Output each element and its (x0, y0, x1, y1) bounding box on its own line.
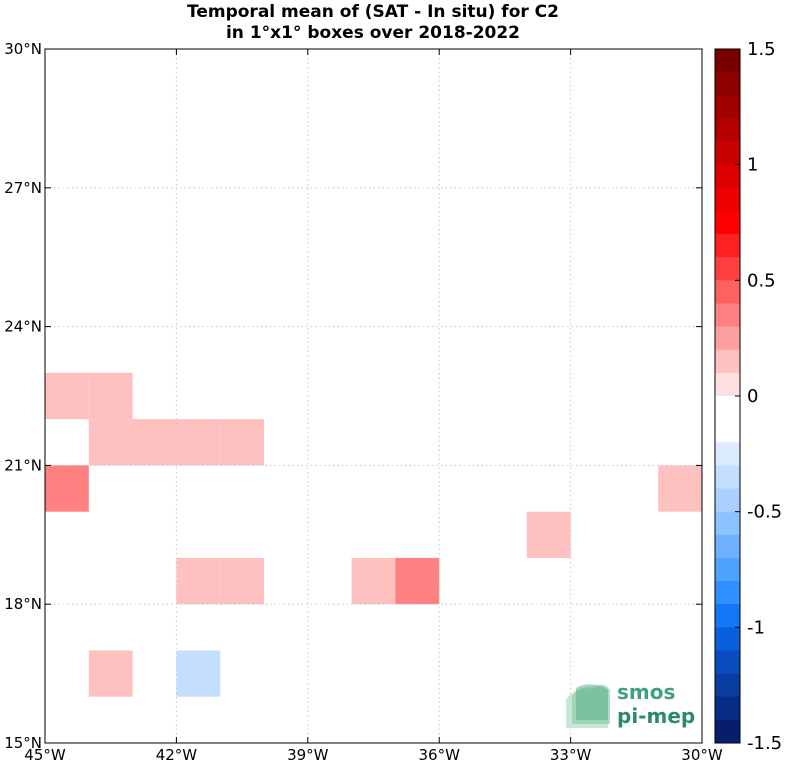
heatmap-cell (395, 557, 440, 605)
colorbar-bin (715, 187, 740, 212)
x-tick-label: 42°W (156, 746, 198, 763)
heatmap-cell (351, 557, 396, 605)
colorbar-bin (715, 465, 740, 490)
colorbar-bin (715, 234, 740, 258)
heatmap-cell (614, 650, 659, 697)
colorbar-bin (715, 627, 740, 651)
heatmap-cell (220, 557, 264, 605)
colorbar-bin (715, 141, 740, 166)
colorbar-bin (715, 210, 740, 235)
colorbar-bin (715, 164, 740, 189)
colorbar-tick-label: 0.5 (747, 270, 776, 291)
heatmap-cell (88, 372, 133, 420)
heatmap-cell (45, 465, 89, 512)
y-tick-label: 18°N (4, 595, 42, 613)
logo-wave-shape (576, 684, 608, 720)
colorbar-bin (715, 696, 740, 721)
y-tick-label: 24°N (4, 318, 42, 336)
y-tick-label: 27°N (4, 179, 42, 197)
colorbar-tick-label: 1.5 (747, 39, 776, 60)
heatmap-cell (176, 419, 221, 466)
colorbar-bin (715, 557, 740, 582)
colorbar-bin (715, 49, 740, 73)
chart-title-line2: in 1°x1° boxes over 2018-2022 (226, 23, 520, 43)
plot-frame (44, 48, 703, 744)
colorbar-bin (715, 442, 740, 466)
heatmap-cell (220, 419, 264, 466)
colorbar-tick-label: 0 (747, 386, 758, 407)
colorbar-bin (715, 118, 740, 143)
colorbar-bin (715, 488, 740, 513)
colorbar-bin (715, 257, 740, 281)
x-tick-label: 45°W (24, 746, 66, 763)
heatmap-cell (526, 511, 571, 558)
x-tick-label: 36°W (418, 746, 460, 763)
heatmap-cell (88, 650, 133, 697)
y-axis: 15°N 18°N 21°N 24°N 27°N 30°N (4, 40, 702, 752)
chart-title-line1: Temporal mean of (SAT - In situ) for C2 (187, 2, 559, 22)
colorbar-bin (715, 650, 740, 675)
x-axis: 45°W 42°W 39°W 36°W 33°W 30°W (24, 49, 723, 763)
colorbar-bin (715, 95, 740, 119)
colorbar-tick-label: -1.5 (747, 733, 782, 754)
colorbar-bin (715, 72, 740, 96)
colorbar-bin (715, 349, 740, 374)
heatmap-cell (614, 604, 659, 651)
colorbar-bin (715, 303, 740, 328)
colorbar-tick-label: -1 (747, 617, 765, 638)
colorbar-bin (715, 581, 740, 605)
heatmap-cell (88, 419, 133, 466)
heatmap-cell (658, 465, 702, 512)
x-tick-label: 33°W (550, 746, 592, 763)
heatmap-cells (45, 372, 702, 697)
y-tick-label: 30°N (4, 40, 42, 58)
x-tick-label: 30°W (681, 746, 723, 763)
colorbar-bin (715, 673, 740, 698)
colorbar-bin (715, 719, 740, 744)
colorbar-bin (715, 511, 740, 536)
heatmap-cell (45, 372, 89, 420)
colorbar-bin (715, 372, 740, 397)
smos-pi-mep-logo: smos pi-mep (566, 680, 695, 728)
heatmap-cell (176, 650, 221, 697)
heatmap-cell (132, 419, 177, 466)
colorbar-bin (715, 534, 740, 559)
grid-lines (45, 49, 702, 743)
colorbar: 1.5 1 0.5 0 -0.5 -1 -1.5 (714, 39, 782, 754)
logo-line1: smos (617, 680, 675, 704)
colorbar-bin (715, 326, 740, 351)
colorbar-bin (715, 419, 740, 443)
x-tick-label: 39°W (287, 746, 329, 763)
colorbar-tick-label: -0.5 (747, 502, 782, 523)
y-tick-label: 21°N (4, 456, 42, 474)
colorbar-bin (715, 280, 740, 304)
colorbar-tick-label: 1 (747, 155, 758, 176)
y-tick-label: 15°N (4, 734, 42, 752)
colorbar-bin (715, 604, 740, 628)
colorbar-bin (715, 396, 740, 420)
heatmap-cell (614, 557, 659, 605)
logo-line2: pi-mep (617, 704, 695, 728)
heatmap-cell (176, 557, 221, 605)
